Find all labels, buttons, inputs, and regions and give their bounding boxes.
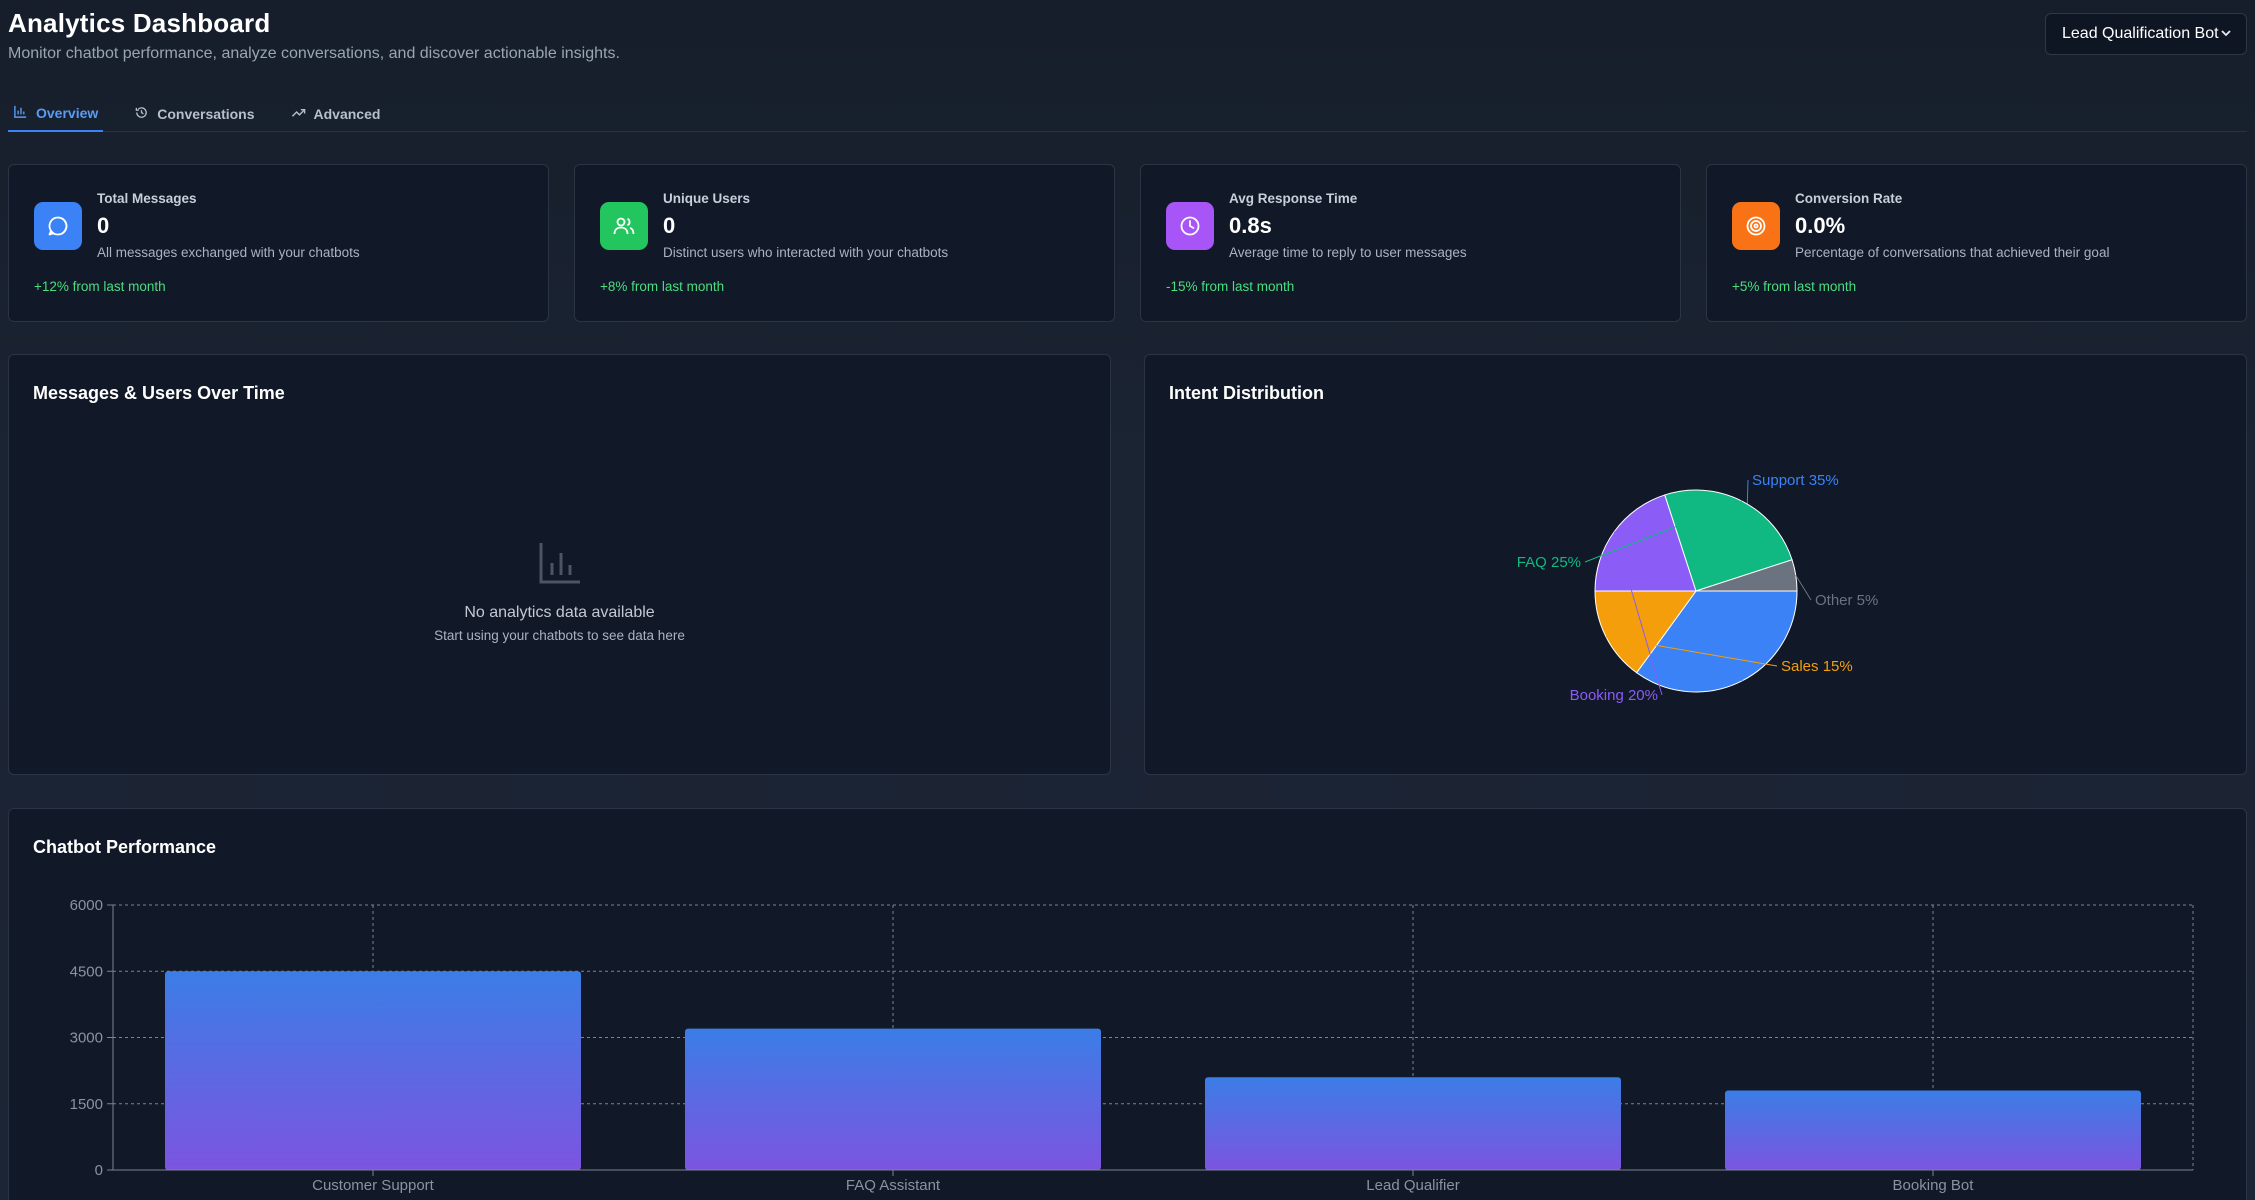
bar-lead-qualifier[interactable]	[1205, 1077, 1621, 1170]
stat-label: Unique Users	[663, 191, 751, 206]
y-tick-label: 1500	[70, 1096, 103, 1113]
pie-label-other: Other 5%	[1815, 592, 1878, 609]
messages-users-panel: Messages & Users Over Time No analytics …	[8, 354, 1111, 775]
stat-card-unique-users: Unique Users 0 Distinct users who intera…	[574, 164, 1115, 322]
clock-icon	[1166, 202, 1214, 250]
x-tick-label: Lead Qualifier	[1366, 1177, 1459, 1194]
pie-slice-other[interactable]	[1695, 559, 1798, 592]
stat-label: Total Messages	[97, 191, 197, 206]
pie-label-line	[1613, 531, 1663, 696]
tab-advanced[interactable]: Advanced	[286, 96, 386, 132]
pie-label-faq: FAQ 25%	[1517, 554, 1581, 571]
stat-value: 0.8s	[1229, 213, 1272, 238]
chevron-down-icon	[2220, 27, 2232, 42]
stat-description: Average time to reply to user messages	[1229, 245, 1467, 260]
pie-label-sales: Sales 15%	[1781, 658, 1853, 675]
stat-description: All messages exchanged with your chatbot…	[97, 245, 360, 260]
y-tick-label: 4500	[70, 963, 103, 980]
history-icon	[134, 105, 149, 123]
stat-value: 0.0%	[1795, 213, 1846, 238]
x-tick-label: Booking Bot	[1893, 1177, 1975, 1194]
tab-bar: Overview Conversations Advanced	[8, 96, 2247, 132]
panel-title: Chatbot Performance	[33, 837, 217, 857]
stat-trend: +5% from last month	[1732, 279, 1857, 294]
page-title: Analytics Dashboard	[8, 8, 271, 38]
tab-conversations-label: Conversations	[157, 106, 255, 122]
x-tick-label: FAQ Assistant	[846, 1177, 941, 1194]
chatbot-performance-panel: Chatbot Performance 0 1500 3000 4500 6000 Cus…	[8, 808, 2247, 1200]
pie-label-line	[1605, 636, 1778, 667]
panel-title: Intent Distribution	[1169, 383, 1324, 403]
tab-overview[interactable]: Overview	[8, 96, 104, 132]
pie-label-support: Support 35%	[1752, 472, 1839, 489]
performance-bar-chart: 0 1500 3000 4500 6000 Customer Support FAQ Ass…	[70, 897, 2194, 1194]
trending-up-icon	[291, 105, 306, 123]
target-icon	[1732, 202, 1780, 250]
stat-card-total-messages: Total Messages 0 All messages exchanged …	[8, 164, 549, 322]
bar-customer-support[interactable]	[165, 971, 581, 1170]
tab-overview-label: Overview	[36, 105, 99, 121]
stat-trend: +8% from last month	[600, 279, 725, 294]
stat-description: Distinct users who interacted with your …	[663, 245, 949, 260]
stat-description: Percentage of conversations that achieve…	[1795, 245, 2110, 260]
empty-state-subtitle: Start using your chatbots to see data he…	[434, 628, 685, 643]
intent-pie-chart: Support 35% Sales 15% Booking 20% FAQ 25% Ot…	[1517, 472, 1879, 704]
chatbot-select[interactable]: Lead Qualification Bot	[2045, 13, 2247, 55]
bar-chart-icon	[538, 543, 582, 589]
stat-value: 0	[97, 213, 110, 238]
panel-title: Messages & Users Over Time	[33, 383, 285, 403]
chatbot-select-value: Lead Qualification Bot	[2062, 25, 2219, 42]
pie-label-line	[1795, 574, 1812, 601]
y-tick-label: 6000	[70, 897, 103, 914]
tab-conversations[interactable]: Conversations	[129, 96, 259, 132]
bar-faq-assistant[interactable]	[685, 1028, 1101, 1170]
stat-trend: -15% from last month	[1166, 279, 1295, 294]
stat-label: Conversion Rate	[1795, 191, 1903, 206]
pie-slice-booking[interactable]	[1594, 494, 1697, 592]
y-tick-label: 0	[95, 1162, 103, 1179]
stats-row: Total Messages 0 All messages exchanged …	[8, 164, 2247, 322]
stat-value: 0	[663, 213, 676, 238]
page-subtitle: Monitor chatbot performance, analyze con…	[8, 45, 620, 62]
users-icon	[600, 202, 648, 250]
bar-booking-bot[interactable]	[1725, 1090, 2141, 1171]
empty-state: No analytics data available Start using …	[9, 541, 1110, 643]
stat-card-conversion-rate: Conversion Rate 0.0% Percentage of conve…	[1706, 164, 2247, 322]
pie-label-line	[1584, 500, 1743, 563]
bar-chart-icon	[13, 104, 28, 122]
stat-card-avg-response-time: Avg Response Time 0.8s Average time to r…	[1140, 164, 1681, 322]
empty-state-title: No analytics data available	[464, 604, 655, 621]
x-tick-label: Customer Support	[312, 1177, 435, 1194]
stat-label: Avg Response Time	[1229, 191, 1358, 206]
tab-advanced-label: Advanced	[313, 106, 381, 122]
page-header: Analytics Dashboard Monitor chatbot perf…	[8, 8, 620, 63]
stat-trend: +12% from last month	[34, 279, 166, 294]
intent-distribution-panel: Intent Distribution Support 35% Sales 15%…	[1144, 354, 2247, 775]
pie-label-booking: Booking 20%	[1570, 687, 1658, 704]
message-circle-icon	[34, 202, 82, 250]
y-tick-label: 3000	[70, 1030, 103, 1047]
